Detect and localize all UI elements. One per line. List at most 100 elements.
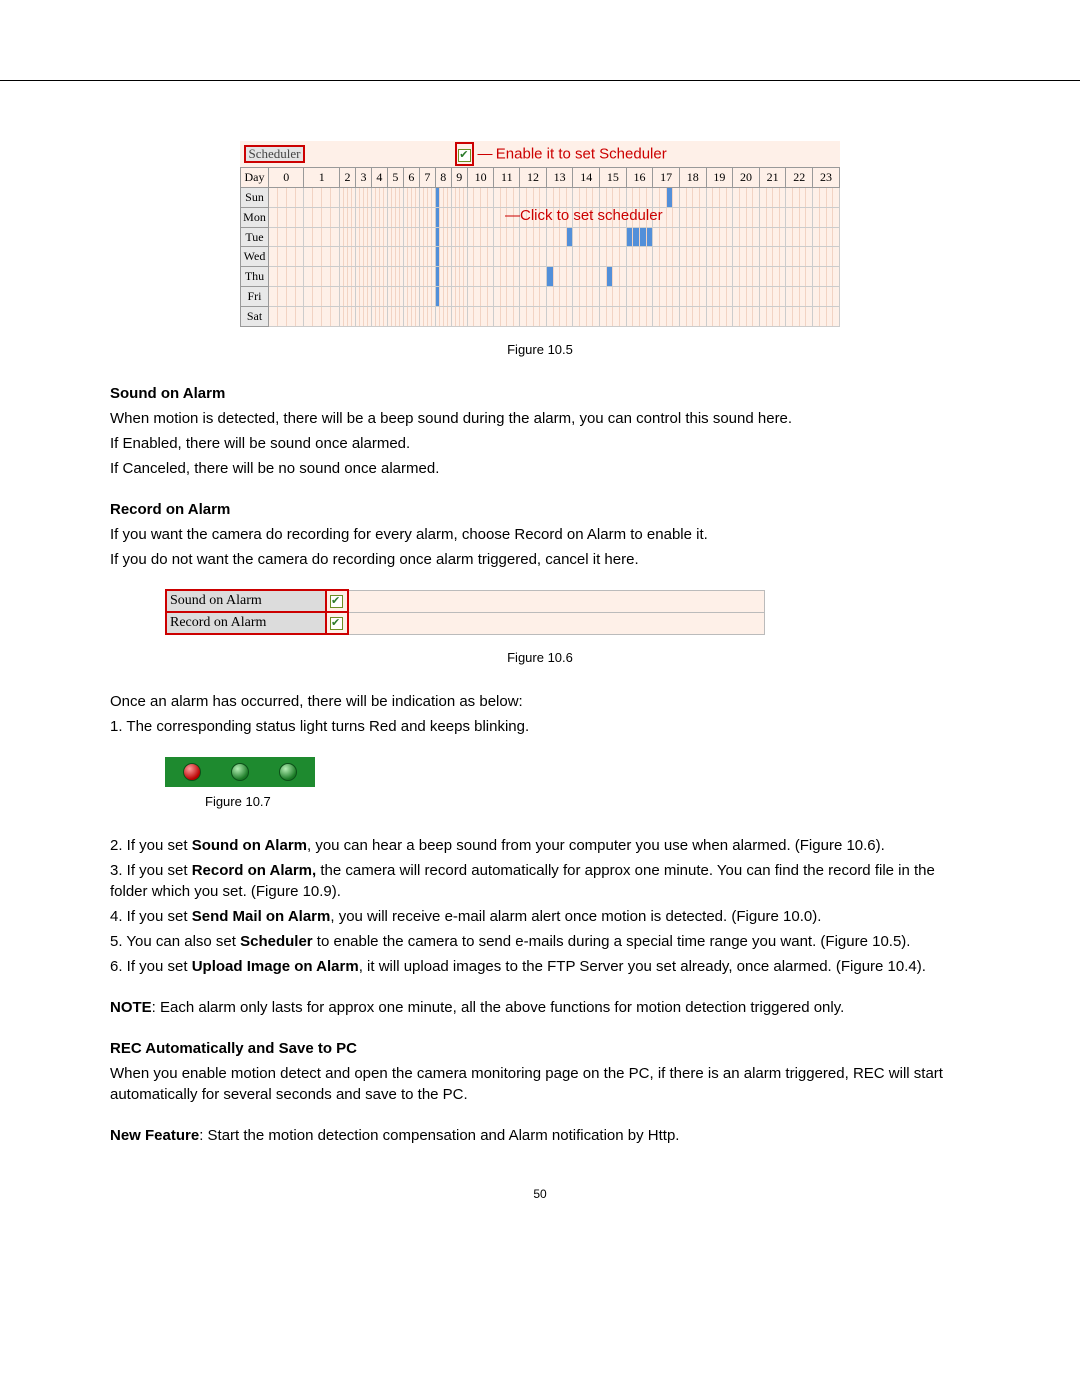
scheduler-slot[interactable] [706,247,733,267]
scheduler-slot[interactable] [451,227,467,247]
scheduler-slot[interactable] [600,286,627,306]
scheduler-slot[interactable] [600,207,627,227]
scheduler-slot[interactable] [733,247,760,267]
scheduler-slot[interactable] [706,187,733,207]
record-on-alarm-checkbox[interactable] [330,617,343,630]
scheduler-slot[interactable] [546,267,573,287]
scheduler-slot[interactable] [340,207,356,227]
scheduler-slot[interactable] [653,227,680,247]
scheduler-slot[interactable] [435,306,451,326]
scheduler-slot[interactable] [679,227,706,247]
scheduler-slot[interactable] [786,187,813,207]
scheduler-slot[interactable] [371,187,387,207]
sound-on-alarm-checkbox[interactable] [330,595,343,608]
scheduler-slot[interactable] [546,286,573,306]
scheduler-slot[interactable] [403,207,419,227]
scheduler-slot[interactable] [626,306,653,326]
scheduler-slot[interactable] [813,207,840,227]
scheduler-slot[interactable] [403,247,419,267]
scheduler-slot[interactable] [786,306,813,326]
scheduler-slot[interactable] [419,247,435,267]
scheduler-slot[interactable] [269,306,304,326]
scheduler-slot[interactable] [733,227,760,247]
scheduler-slot[interactable] [340,227,356,247]
scheduler-slot[interactable] [419,267,435,287]
scheduler-slot[interactable] [813,306,840,326]
scheduler-slot[interactable] [494,187,520,207]
scheduler-slot[interactable] [340,286,356,306]
scheduler-slot[interactable] [419,227,435,247]
scheduler-slot[interactable] [467,286,494,306]
scheduler-slot[interactable] [371,227,387,247]
scheduler-slot[interactable] [435,187,451,207]
scheduler-slot[interactable] [813,187,840,207]
scheduler-slot[interactable] [786,227,813,247]
scheduler-slot[interactable] [403,306,419,326]
scheduler-slot[interactable] [759,306,786,326]
scheduler-slot[interactable] [600,247,627,267]
scheduler-slot[interactable] [403,267,419,287]
scheduler-slot[interactable] [467,207,494,227]
scheduler-slot[interactable] [653,286,680,306]
scheduler-slot[interactable] [435,267,451,287]
enable-scheduler-checkbox[interactable] [458,149,471,162]
scheduler-slot[interactable] [653,306,680,326]
scheduler-slot[interactable] [573,286,600,306]
scheduler-slot[interactable] [600,306,627,326]
scheduler-slot[interactable] [573,207,600,227]
scheduler-slot[interactable] [435,286,451,306]
scheduler-slot[interactable] [546,306,573,326]
scheduler-slot[interactable] [733,267,760,287]
scheduler-slot[interactable] [355,227,371,247]
scheduler-slot[interactable] [371,207,387,227]
scheduler-slot[interactable] [494,247,520,267]
scheduler-slot[interactable] [451,306,467,326]
scheduler-slot[interactable] [435,207,451,227]
scheduler-slot[interactable] [759,247,786,267]
scheduler-slot[interactable] [786,207,813,227]
scheduler-slot[interactable] [653,247,680,267]
scheduler-slot[interactable] [419,306,435,326]
scheduler-slot[interactable] [419,286,435,306]
scheduler-slot[interactable] [679,207,706,227]
scheduler-slot[interactable] [304,187,340,207]
scheduler-slot[interactable] [573,247,600,267]
scheduler-slot[interactable] [269,286,304,306]
scheduler-slot[interactable] [786,247,813,267]
scheduler-slot[interactable] [467,267,494,287]
scheduler-slot[interactable] [706,207,733,227]
scheduler-slot[interactable] [733,306,760,326]
scheduler-slot[interactable] [759,187,786,207]
scheduler-slot[interactable] [387,267,403,287]
scheduler-slot[interactable] [340,306,356,326]
scheduler-slot[interactable] [706,286,733,306]
scheduler-slot[interactable] [626,286,653,306]
scheduler-slot[interactable] [653,187,680,207]
scheduler-slot[interactable] [520,267,547,287]
scheduler-slot[interactable] [403,227,419,247]
scheduler-slot[interactable] [371,306,387,326]
scheduler-slot[interactable] [733,207,760,227]
scheduler-slot[interactable] [371,267,387,287]
scheduler-slot[interactable] [387,227,403,247]
scheduler-slot[interactable] [403,187,419,207]
scheduler-slot[interactable] [733,187,760,207]
scheduler-slot[interactable] [451,207,467,227]
scheduler-slot[interactable] [494,207,520,227]
scheduler-slot[interactable] [340,267,356,287]
scheduler-slot[interactable] [626,247,653,267]
scheduler-slot[interactable] [706,227,733,247]
scheduler-slot[interactable] [269,187,304,207]
scheduler-slot[interactable] [435,227,451,247]
scheduler-slot[interactable] [451,247,467,267]
scheduler-slot[interactable] [494,286,520,306]
scheduler-slot[interactable] [759,207,786,227]
scheduler-slot[interactable] [573,306,600,326]
scheduler-slot[interactable] [387,247,403,267]
scheduler-slot[interactable] [419,187,435,207]
scheduler-slot[interactable] [304,306,340,326]
scheduler-slot[interactable] [403,286,419,306]
scheduler-slot[interactable] [340,247,356,267]
scheduler-slot[interactable] [304,207,340,227]
scheduler-slot[interactable] [573,267,600,287]
